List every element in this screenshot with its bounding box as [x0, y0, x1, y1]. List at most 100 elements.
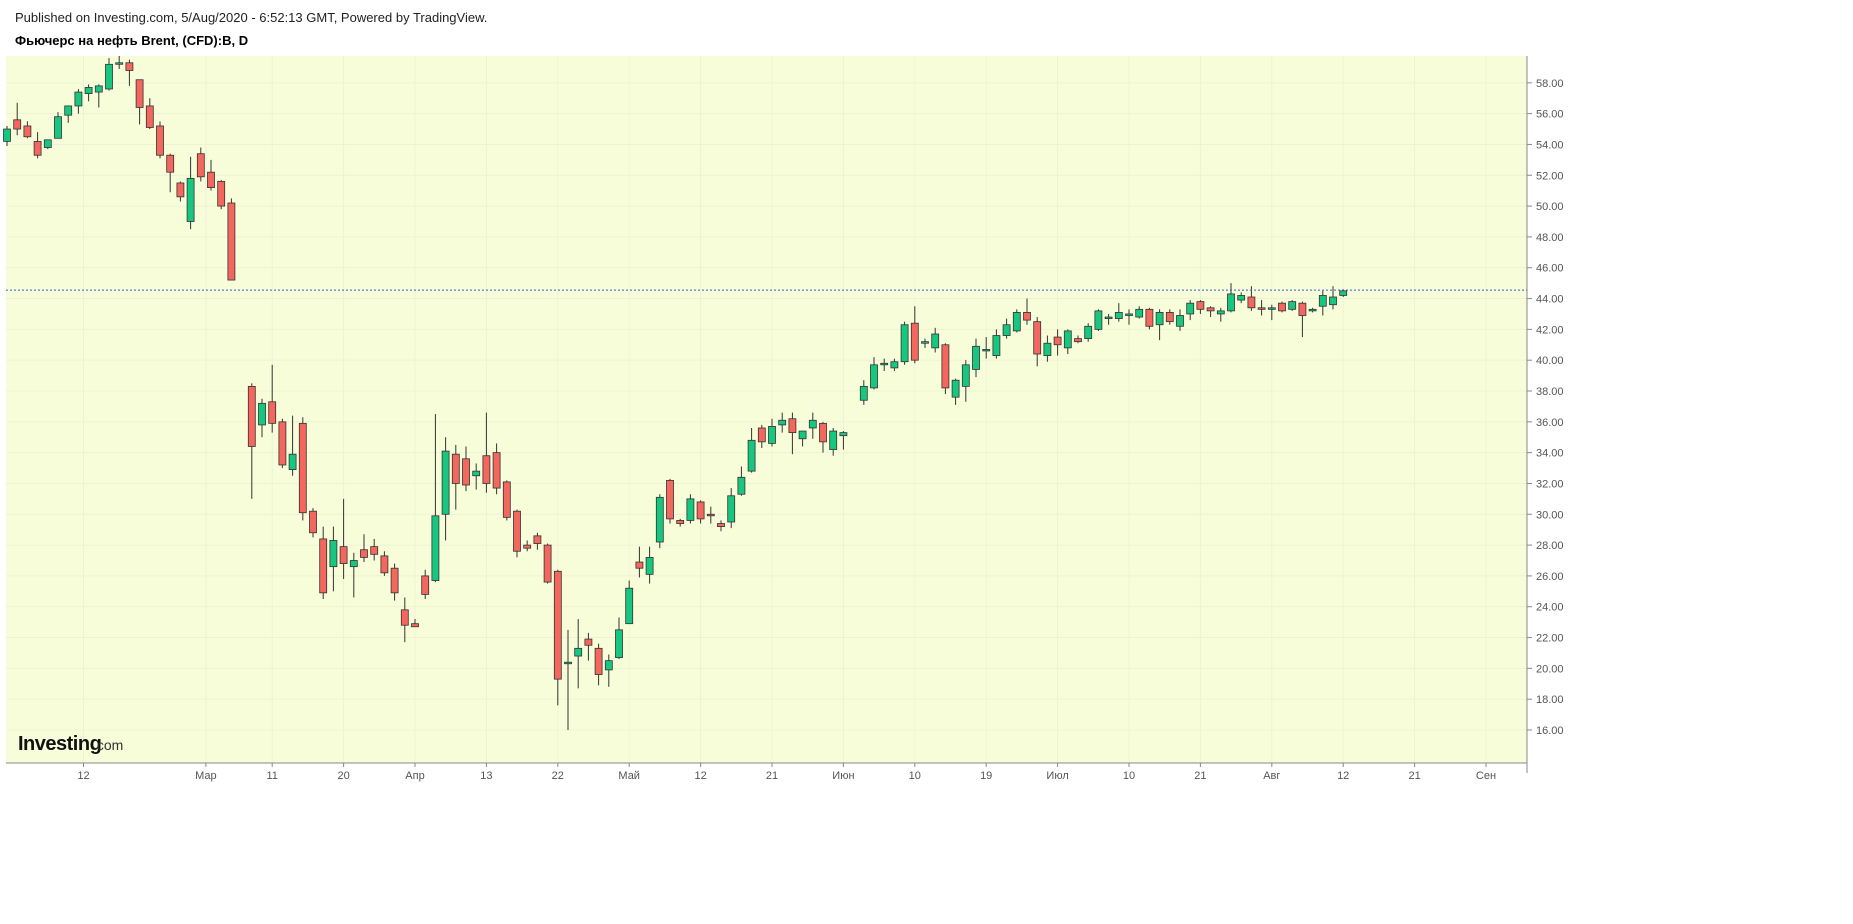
candle-down: [513, 510, 521, 552]
y-tick-label: 20.00: [1536, 663, 1564, 675]
candle-down: [166, 154, 175, 173]
candle-down: [421, 575, 430, 595]
y-tick-label: 44.00: [1536, 294, 1564, 306]
candle-down: [176, 182, 185, 198]
candle-up: [870, 364, 878, 389]
candle-down: [1023, 312, 1031, 321]
candle-up: [951, 379, 960, 398]
candle-down: [13, 119, 22, 130]
candle-up: [645, 557, 654, 575]
candle-down: [1206, 307, 1215, 312]
candle-down: [819, 422, 827, 443]
candle-up: [84, 87, 93, 95]
candle-up: [778, 419, 787, 426]
chart-header: Published on Investing.com, 5/Aug/2020 -…: [0, 0, 1853, 56]
candle-down: [370, 546, 379, 555]
x-tick-label: 20: [337, 770, 349, 782]
y-tick-label: 50.00: [1536, 201, 1564, 213]
candle-up: [615, 629, 623, 658]
candle-up: [1012, 312, 1021, 332]
y-axis: 16.00 18.00 20.00 22.00 24.00 26.00 28.00 30.00…: [1526, 56, 1564, 773]
candle-down: [1074, 338, 1082, 343]
candle-up: [1216, 310, 1225, 315]
y-tick-label: 56.00: [1536, 109, 1564, 121]
symbol-title: Фьючерс на нефть Brent, (CFD):B, D: [15, 33, 249, 48]
candle-down: [492, 452, 501, 489]
y-tick-label: 52.00: [1536, 170, 1564, 182]
candle-down: [543, 544, 552, 583]
candle-down: [666, 479, 674, 520]
candle-down: [1033, 321, 1042, 355]
candle-down: [23, 125, 32, 138]
candle-down: [462, 458, 470, 486]
candle-down: [717, 523, 725, 528]
candle-up: [798, 430, 807, 440]
candle-down: [33, 140, 42, 156]
candle-up: [1318, 295, 1327, 307]
candle-up: [472, 470, 481, 477]
candle-down: [1247, 296, 1256, 309]
candle-down: [1196, 301, 1205, 310]
candle-down: [533, 535, 542, 544]
candle-up: [1267, 307, 1276, 310]
candle-down: [676, 520, 685, 524]
y-tick-label: 54.00: [1536, 139, 1564, 151]
candle-down: [1298, 302, 1307, 316]
x-tick-label: 22: [552, 770, 564, 782]
candle-down: [451, 453, 460, 484]
candle-up: [1063, 330, 1072, 349]
candle-up: [441, 450, 450, 515]
x-tick-label: 10: [909, 770, 921, 782]
candle-up: [54, 116, 62, 139]
candle-down: [1278, 302, 1286, 312]
candle-down: [217, 181, 226, 207]
candle-down: [788, 418, 797, 434]
published-caption: Published on Investing.com, 5/Aug/2020 -…: [15, 10, 488, 25]
candle-down: [135, 79, 144, 108]
y-tick-label: 16.00: [1536, 725, 1564, 737]
candle-up: [839, 432, 848, 437]
candle-up: [829, 430, 838, 450]
y-tick-label: 18.00: [1536, 694, 1564, 706]
y-tick-label: 32.00: [1536, 478, 1564, 490]
candle-down: [1145, 308, 1154, 327]
candle-up: [3, 128, 11, 142]
candle-down: [390, 567, 399, 594]
candle-up: [921, 341, 929, 344]
x-tick-label: 21: [1408, 770, 1420, 782]
candle-up: [737, 476, 746, 495]
investing-logo: Investing .com: [18, 733, 123, 755]
candle-down: [594, 647, 603, 675]
x-tick-label: Июн: [832, 770, 854, 782]
candle-down: [1257, 307, 1266, 310]
candle-down: [482, 455, 491, 484]
x-tick-label: Апр: [405, 770, 424, 782]
candle-up: [1329, 296, 1337, 306]
candle-down: [247, 385, 256, 447]
candle-up: [625, 587, 634, 625]
candlestick-chart[interactable]: 16.00 18.00 20.00 22.00 24.00 26.00 28.00 30.00…: [0, 56, 1853, 924]
y-tick-label: 40.00: [1536, 355, 1564, 367]
x-tick-label: Мар: [195, 770, 217, 782]
candle-up: [880, 362, 889, 366]
candle-down: [941, 344, 950, 389]
candle-up: [329, 540, 338, 568]
candle-up: [64, 105, 73, 116]
candle-up: [982, 348, 991, 352]
candle-down: [553, 570, 562, 680]
candle-up: [74, 91, 83, 107]
x-tick-label: 12: [694, 770, 706, 782]
plot-area: [6, 56, 1527, 763]
candle-down: [1165, 312, 1174, 323]
candle-down: [411, 623, 419, 628]
candle-up: [992, 335, 1001, 356]
candle-up: [1114, 312, 1123, 319]
candle-up: [604, 660, 613, 671]
candle-up: [288, 453, 297, 470]
candle-up: [1186, 302, 1195, 315]
x-tick-label: Май: [618, 770, 640, 782]
x-tick-label: 12: [1337, 770, 1349, 782]
candle-down: [196, 153, 205, 178]
x-tick-label: 10: [1123, 770, 1135, 782]
candle-up: [1043, 342, 1052, 356]
